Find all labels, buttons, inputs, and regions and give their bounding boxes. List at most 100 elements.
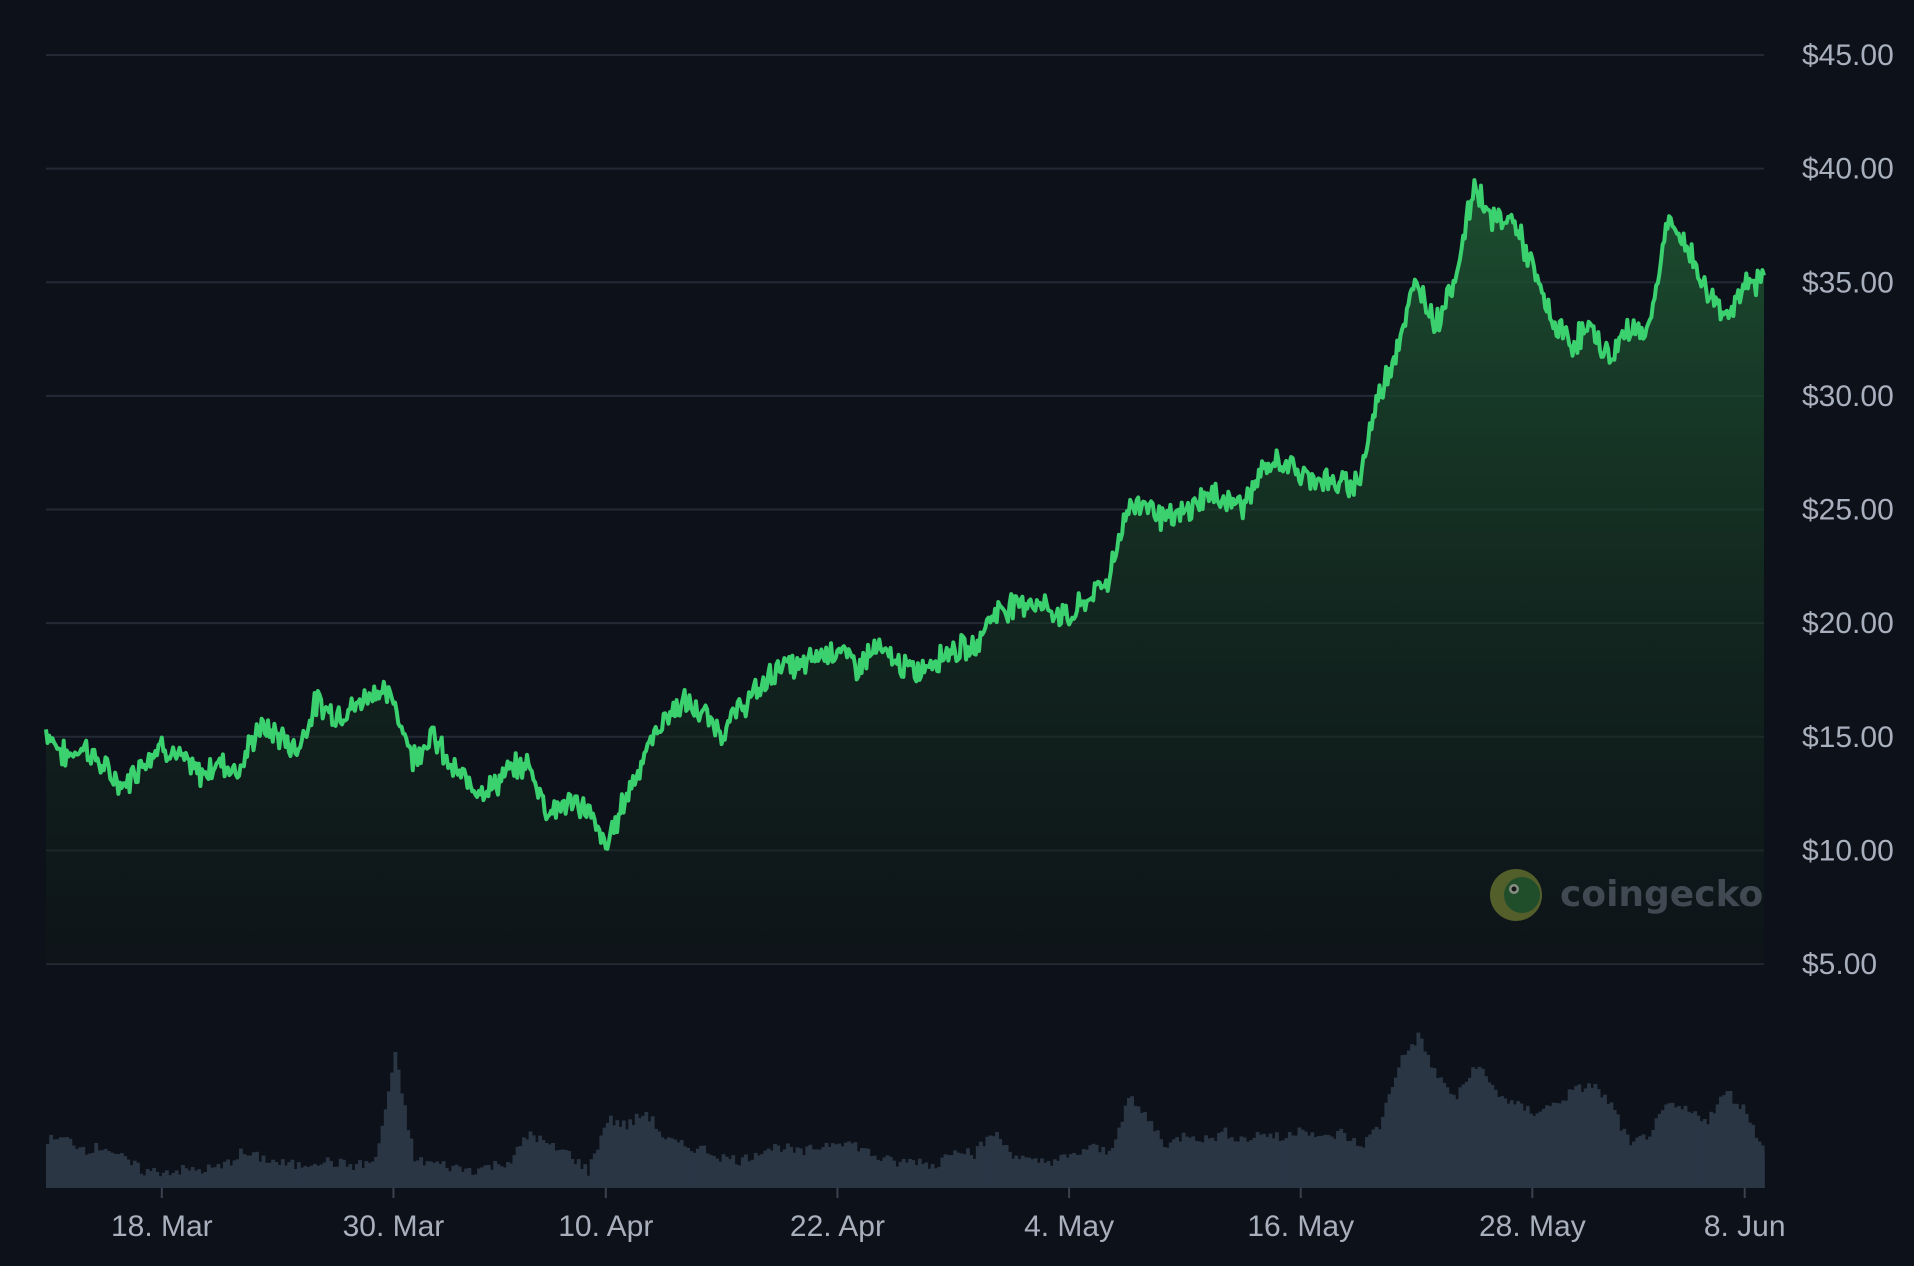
volume-bar <box>560 1149 565 1188</box>
volume-bar <box>1226 1138 1231 1188</box>
volume-bar <box>1445 1087 1450 1188</box>
volume-bar <box>1722 1095 1726 1188</box>
volume-bar <box>1612 1110 1617 1188</box>
volume-bar <box>473 1174 478 1188</box>
volume-bar <box>210 1167 214 1188</box>
volume-bar <box>1033 1158 1038 1188</box>
volume-bar <box>834 1144 838 1188</box>
volume-bar <box>1181 1132 1186 1188</box>
volume-bar <box>255 1151 259 1188</box>
volume-bar <box>1046 1161 1051 1188</box>
y-tick-label: $20.00 <box>1802 607 1894 640</box>
volume-bar <box>1426 1054 1430 1188</box>
volume-bar <box>795 1147 800 1188</box>
volume-bar <box>905 1162 909 1188</box>
volume-bar <box>1522 1110 1527 1188</box>
volume-bar <box>1233 1141 1237 1188</box>
volume-bar <box>737 1165 742 1188</box>
volume-bar <box>673 1139 678 1188</box>
volume-bar <box>499 1166 504 1188</box>
volume-bar <box>1390 1087 1395 1188</box>
volume-bar <box>647 1121 652 1188</box>
volume-bar <box>1114 1139 1118 1188</box>
volume-bar <box>1538 1111 1543 1188</box>
volume-bar <box>216 1164 221 1188</box>
volume-bar <box>1275 1132 1279 1188</box>
y-tick-label: $35.00 <box>1802 266 1894 299</box>
volume-bar <box>187 1170 192 1188</box>
volume-bar <box>837 1143 842 1188</box>
volume-bar <box>113 1153 118 1188</box>
volume-bar <box>1384 1102 1389 1188</box>
volume-bar <box>860 1148 864 1188</box>
volume-bar <box>1377 1129 1382 1188</box>
volume-bar <box>1683 1105 1688 1188</box>
volume-bar <box>847 1141 851 1188</box>
volume-bar <box>226 1159 230 1188</box>
volume-bar <box>679 1140 684 1188</box>
volume-bar <box>1525 1105 1530 1188</box>
volume-bar <box>219 1168 224 1188</box>
volume-bar <box>1278 1141 1282 1188</box>
volume-bar <box>564 1150 568 1188</box>
volume-bar <box>1509 1100 1514 1188</box>
volume-bar <box>1680 1109 1685 1188</box>
volume-bar <box>753 1153 758 1188</box>
volume-bar <box>618 1126 623 1188</box>
coingecko-watermark: coingecko <box>1490 869 1763 921</box>
volume-bar <box>1268 1133 1273 1188</box>
volume-bar <box>1731 1103 1736 1188</box>
volume-bar <box>1564 1100 1569 1188</box>
volume-bar <box>293 1169 298 1188</box>
volume-bar <box>969 1155 974 1188</box>
volume-bar <box>760 1154 764 1188</box>
volume-bar <box>412 1161 417 1188</box>
volume-bar <box>702 1145 707 1188</box>
volume-bar <box>280 1159 285 1188</box>
volume-bar <box>721 1154 726 1188</box>
volume-bar <box>1471 1067 1475 1188</box>
volume-bar <box>461 1171 465 1188</box>
volume-bar <box>338 1158 343 1188</box>
volume-bar <box>290 1159 295 1188</box>
volume-bar <box>998 1139 1003 1188</box>
price-line[interactable] <box>44 178 1766 851</box>
volume-bar <box>91 1152 95 1188</box>
y-tick-label: $30.00 <box>1802 380 1894 413</box>
volume-bar <box>68 1138 73 1188</box>
volume-bar <box>1506 1103 1511 1188</box>
volume-bar <box>535 1142 539 1188</box>
volume-bar <box>1246 1141 1250 1188</box>
volume-bar <box>750 1159 755 1188</box>
volume-bar <box>1165 1147 1170 1188</box>
volume-bar <box>1011 1158 1015 1188</box>
volume-bar <box>87 1153 92 1188</box>
volume-bar <box>985 1136 990 1188</box>
volume-bar <box>1172 1139 1176 1188</box>
volume-bar <box>358 1160 362 1188</box>
volume-bar <box>1294 1135 1299 1188</box>
volume-bar <box>1159 1139 1163 1188</box>
volume-bar <box>570 1159 575 1188</box>
price-series-line[interactable] <box>44 178 1766 851</box>
volume-bar <box>724 1156 729 1188</box>
volume-bar <box>1281 1140 1286 1188</box>
volume-bar <box>97 1150 102 1188</box>
volume-bar <box>934 1168 938 1188</box>
volume-bar <box>229 1165 234 1188</box>
volume-bar <box>319 1164 324 1188</box>
volume-bar <box>872 1155 877 1188</box>
volume-bar <box>390 1072 394 1188</box>
volume-bar <box>692 1152 697 1188</box>
volume-bar <box>1168 1142 1173 1188</box>
volume-bar <box>58 1137 63 1188</box>
volume-bar <box>1690 1113 1694 1188</box>
volume-bar <box>638 1118 642 1188</box>
volume-bar <box>203 1172 208 1188</box>
volume-bar <box>139 1173 144 1188</box>
volume-bar <box>831 1143 835 1188</box>
volume-bar <box>1387 1094 1392 1188</box>
volume-bar <box>1252 1137 1257 1188</box>
